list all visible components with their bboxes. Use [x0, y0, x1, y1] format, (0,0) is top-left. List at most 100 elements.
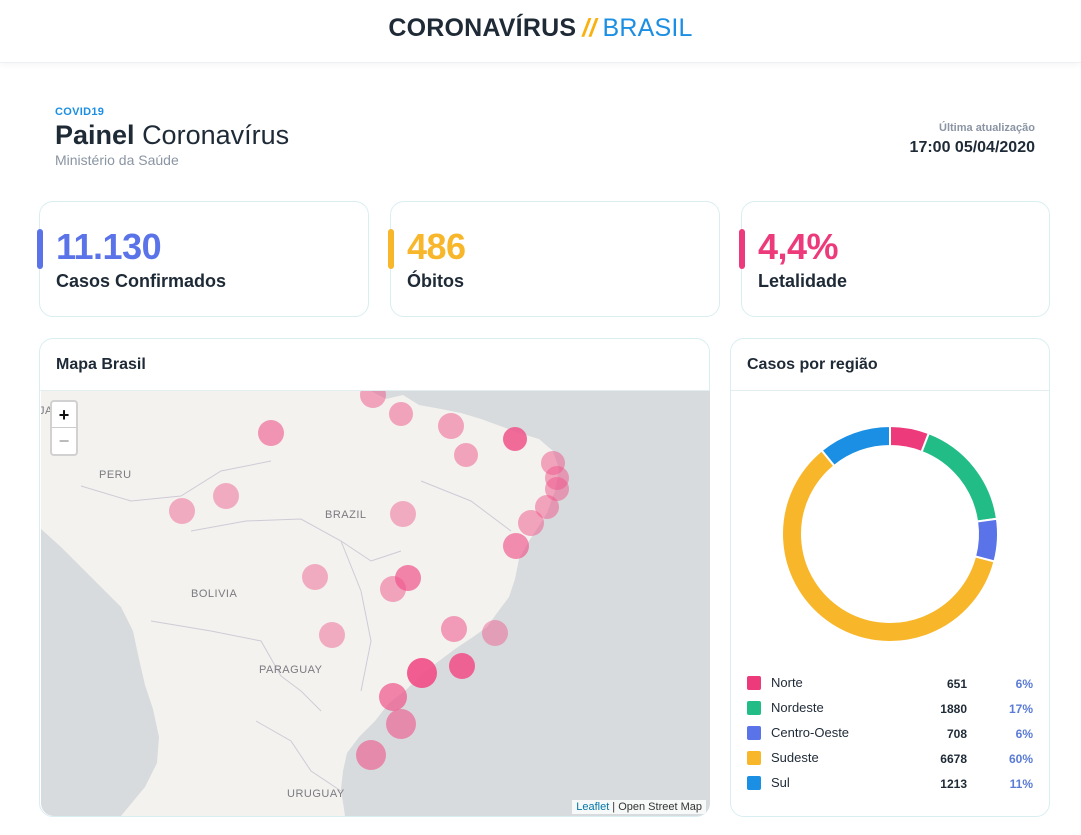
map-marker[interactable] — [535, 495, 559, 519]
zoom-in-button[interactable]: + — [52, 402, 76, 428]
legend-swatch — [747, 751, 761, 765]
legend-row[interactable]: Nordeste 1880 17% — [747, 698, 1035, 723]
stat-value: 11.130 — [56, 226, 162, 267]
map-marker[interactable] — [356, 740, 386, 770]
map-attribution: Leaflet | Open Street Map — [572, 800, 706, 814]
map-marker[interactable] — [379, 683, 407, 711]
legend-row[interactable]: Sul 1213 11% — [747, 773, 1035, 798]
map-marker[interactable] — [360, 391, 386, 408]
page-heading: COVID19 Painel Coronavírus Ministério da… — [55, 106, 289, 168]
legend-count: 651 — [946, 677, 967, 691]
legend-row[interactable]: Centro-Oeste 708 6% — [747, 723, 1035, 748]
last-update-label: Última atualização — [939, 122, 1035, 134]
stat-value: 486 — [407, 226, 466, 267]
stat-label: Letalidade — [758, 271, 848, 291]
map-marker[interactable] — [319, 622, 345, 648]
page-title-rest: Coronavírus — [142, 120, 290, 150]
stat-label: Óbitos — [407, 271, 464, 291]
map-marker[interactable] — [169, 498, 195, 524]
map-marker[interactable] — [380, 576, 406, 602]
map-marker[interactable] — [213, 483, 239, 509]
legend-count: 1880 — [940, 702, 967, 716]
map-marker[interactable] — [545, 477, 569, 501]
map-marker[interactable] — [386, 709, 416, 739]
map-country-label: BRAZIL — [325, 509, 367, 521]
brand-logo[interactable]: CORONAVÍRUS//BRASIL — [388, 14, 692, 43]
legend-region-name: Norte — [771, 675, 803, 690]
map-border — [150, 620, 322, 712]
page-title: Painel Coronavírus — [55, 120, 289, 150]
map-country-label: URUGUAY — [287, 788, 345, 800]
map-marker[interactable] — [302, 564, 328, 590]
map-title: Mapa Brasil — [56, 356, 146, 373]
region-donut-chart — [781, 424, 999, 643]
stat-card-confirmed: 11.130 Casos Confirmados — [37, 201, 369, 317]
legend-region-name: Nordeste — [771, 700, 824, 715]
legend-row[interactable]: Norte 651 6% — [747, 673, 1035, 698]
legend-percent: 17% — [1008, 702, 1033, 716]
map-marker[interactable] — [438, 413, 464, 439]
legend-percent: 60% — [1008, 752, 1033, 766]
stat-accent-bar — [739, 229, 745, 269]
map-country-label: PARAGUAY — [259, 664, 323, 676]
region-card: Casos por região Norte 651 6% Nordeste 1880… — [730, 338, 1050, 817]
brand-part1: CORONAVÍRUS — [388, 14, 577, 42]
map-marker[interactable] — [518, 510, 544, 536]
map-marker[interactable] — [482, 620, 508, 646]
land-mass — [41, 391, 559, 816]
donut-slice[interactable] — [781, 448, 996, 643]
stat-accent-bar — [37, 229, 43, 269]
legend-region-name: Sudeste — [771, 750, 819, 765]
page-title-bold: Painel — [55, 120, 135, 150]
region-title: Casos por região — [747, 356, 878, 373]
zoom-out-button[interactable]: − — [58, 431, 70, 451]
map-country-label: BOLIVIA — [191, 588, 237, 600]
top-bar: CORONAVÍRUS//BRASIL — [0, 0, 1081, 63]
last-update-value: 17:00 05/04/2020 — [909, 139, 1035, 156]
legend-count: 1213 — [940, 777, 967, 791]
legend-swatch — [747, 701, 761, 715]
legend-percent: 11% — [1009, 777, 1033, 791]
stat-accent-bar — [388, 229, 394, 269]
legend-count: 708 — [946, 727, 967, 741]
map-marker[interactable] — [503, 533, 529, 559]
legend-count: 6678 — [940, 752, 967, 766]
last-update: Última atualização 17:00 05/04/2020 — [910, 122, 1035, 157]
brand-separator: // — [582, 14, 597, 42]
zoom-control: + − — [50, 400, 78, 456]
legend-percent: 6% — [1015, 727, 1033, 741]
map-border — [420, 480, 512, 532]
legend-row[interactable]: Sudeste 6678 60% — [747, 748, 1035, 773]
map-marker[interactable] — [454, 443, 478, 467]
leaflet-link[interactable]: Leaflet — [576, 801, 610, 813]
map-country-label: PERU — [99, 469, 132, 481]
stat-card-deaths: 486 Óbitos — [388, 201, 720, 317]
map-marker[interactable] — [258, 420, 284, 446]
map-marker[interactable] — [503, 427, 527, 451]
map-marker[interactable] — [449, 653, 475, 679]
legend-region-name: Sul — [771, 775, 790, 790]
legend-percent: 6% — [1015, 677, 1033, 691]
donut-slice[interactable] — [973, 517, 999, 563]
attribution-text: | Open Street Map — [609, 801, 702, 813]
map-marker[interactable] — [407, 658, 437, 688]
stat-label: Casos Confirmados — [56, 271, 227, 291]
map-marker[interactable] — [441, 616, 467, 642]
map-border — [190, 518, 402, 562]
map-border — [255, 720, 342, 792]
region-legend: Norte 651 6% Nordeste 1880 17% Centro-Oeste 7… — [747, 673, 1035, 798]
page-subtitle: Ministério da Saúde — [55, 152, 179, 168]
map-canvas: PERUBRAZILBOLIVIAPARAGUAYURUGUAYJAYA — [41, 391, 569, 816]
map-border — [340, 540, 372, 692]
donut-slice[interactable] — [920, 431, 999, 523]
legend-swatch — [747, 776, 761, 790]
stat-value: 4,4% — [758, 226, 839, 267]
legend-region-name: Centro-Oeste — [771, 725, 850, 740]
donut-slice[interactable] — [820, 424, 891, 468]
map-marker[interactable] — [390, 501, 416, 527]
legend-swatch — [747, 726, 761, 740]
stat-card-lethality: 4,4% Letalidade — [739, 201, 1050, 317]
legend-swatch — [747, 676, 761, 690]
map-view[interactable]: PERUBRAZILBOLIVIAPARAGUAYURUGUAYJAYA + −… — [41, 391, 710, 816]
map-marker[interactable] — [389, 402, 413, 426]
